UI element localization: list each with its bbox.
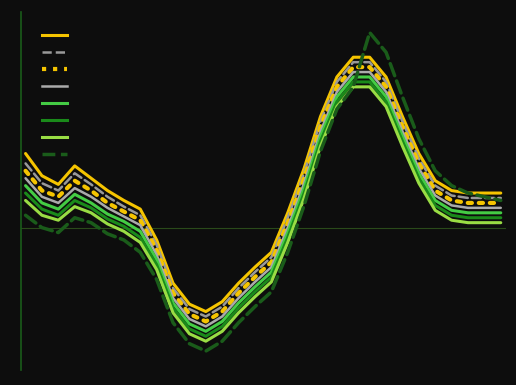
Legend: , , , , , , , : , , , , , , , (40, 26, 72, 165)
